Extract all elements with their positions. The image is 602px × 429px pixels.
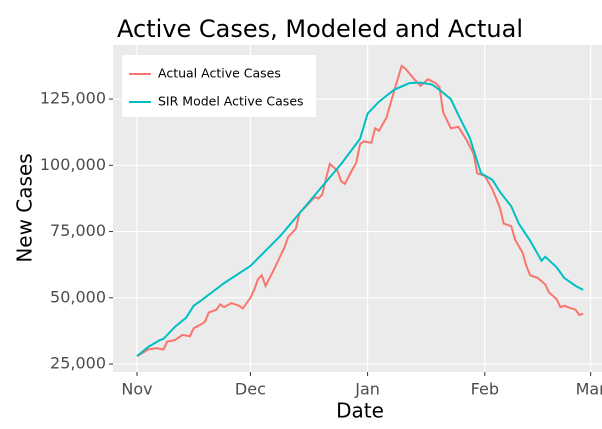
line bbox=[136, 81, 584, 357]
x-tick-label: Feb bbox=[471, 380, 499, 399]
x-tick-label: Jan bbox=[354, 380, 380, 399]
line bbox=[136, 64, 584, 357]
x-tick-label: Mar bbox=[576, 380, 602, 399]
y-axis-label: New Cases bbox=[13, 153, 37, 262]
y-tick-label: 100,000 bbox=[40, 155, 106, 174]
legend-label: Actual Active Cases bbox=[158, 66, 281, 81]
legend-box bbox=[122, 55, 316, 117]
x-tick-label: Dec bbox=[235, 380, 266, 399]
x-axis-label: Date bbox=[336, 399, 384, 423]
y-tick-label: 75,000 bbox=[50, 221, 106, 240]
y-tick-label: 50,000 bbox=[50, 287, 106, 306]
y-tick-label: 125,000 bbox=[40, 89, 106, 108]
chart-title: Active Cases, Modeled and Actual bbox=[117, 15, 523, 43]
y-tick-label: 25,000 bbox=[50, 354, 106, 373]
x-tick-label: Nov bbox=[121, 380, 152, 399]
legend-label: SIR Model Active Cases bbox=[158, 94, 304, 109]
